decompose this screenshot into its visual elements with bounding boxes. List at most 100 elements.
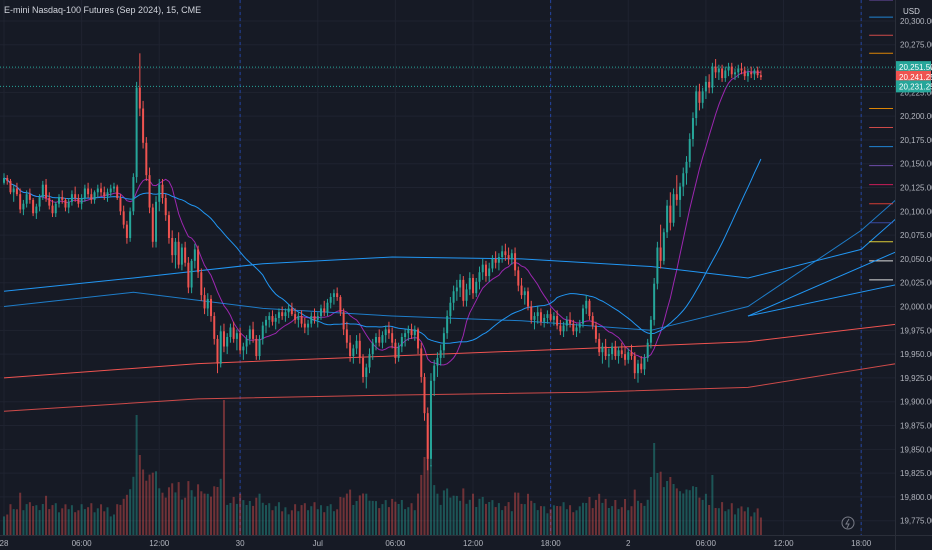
candle-body [649,319,652,343]
candle-body [329,297,332,303]
candle-body [523,291,526,296]
volume-bar [591,508,594,535]
volume-bar [552,505,555,535]
volume-bar [112,514,115,535]
volume-bar [691,486,694,535]
volume-bar [675,488,678,535]
candle-body [581,308,584,324]
volume-bar [41,504,44,535]
candle-body [167,215,170,238]
volume-bar [481,496,484,535]
volume-bar [484,503,487,535]
volume-bar [138,455,141,535]
volume-bar [727,509,730,535]
badge-upper-bg [896,61,931,74]
candle-body [274,317,277,322]
volume-bar [345,493,348,535]
currency-label[interactable]: USD [903,7,920,16]
volume-bar [530,500,533,535]
candle-body [562,325,565,332]
volume-bar [374,501,377,535]
candle-body [213,316,216,339]
volume-bar [708,505,711,535]
candle-body [83,188,86,199]
volume-bar [125,494,128,535]
volume-bar [491,500,494,535]
candle-body [352,348,355,357]
candle-body [413,329,416,336]
volume-bar [624,499,627,535]
volume-bar [70,505,73,535]
volume-bar [51,505,54,535]
candle-body [365,367,368,377]
volume-bar [704,493,707,535]
volume-bar [61,508,64,535]
candle-body [746,72,749,77]
volume-bar [666,481,669,535]
candle-body [646,342,649,358]
volume-bar [106,507,109,535]
candle-body [446,316,449,334]
candle-body [394,342,397,358]
candle-body [57,197,60,204]
candle-body [248,329,251,339]
candle-body [268,316,271,320]
candle-body [669,205,672,223]
volume-bar [271,510,274,535]
candle-body [611,346,614,355]
volume-bar [688,490,691,535]
volume-bar [656,473,659,535]
candle-body [310,316,313,324]
candle-body [497,257,500,263]
candle-body [106,192,109,197]
volume-bar [543,506,546,535]
volume-bar [578,506,581,535]
volume-bar [539,506,542,535]
time-axis[interactable]: 28 06:00 12:00 30 Jul 06:00 12:00 18:00 2 06:00 12… [0,535,932,549]
candle-body [284,312,287,317]
candle-body [743,70,746,77]
volume-bar [96,508,99,535]
volume-bar [148,474,151,535]
volume-bar [155,471,158,535]
candle-body [530,306,533,320]
volume-bar [132,476,135,535]
volume-bar [413,510,416,535]
candle-body [362,357,365,377]
candle-body [371,342,374,355]
candle-body [345,329,348,343]
candle-body [636,363,639,374]
volume-bar [2,516,6,535]
volume-bar [135,415,138,535]
volume-bar [695,487,698,535]
candle-body [226,336,229,347]
volume-bar [685,489,688,535]
candle-body [591,316,594,326]
volume-bar [649,477,652,535]
candle-body [164,198,167,216]
volume-bar [64,504,67,535]
price-tick-label: 19,825.00 [900,469,932,478]
volume-bar [504,506,507,535]
volume-bar [316,509,319,535]
candle-body [404,333,407,337]
volume-bar [200,491,203,535]
candle-body [41,184,44,198]
volume-bar [653,443,656,535]
candle-body [15,188,18,195]
volume-bar [54,503,57,535]
replay-icon[interactable] [841,516,855,530]
volume-bar [429,465,432,535]
volume-bar [672,484,675,535]
volume-bar [145,480,148,535]
candle-body [527,291,530,307]
volume-bar [164,497,167,535]
candle-body [112,186,115,189]
volume-bar [750,516,753,535]
volume-bar [433,485,436,535]
candle-body [54,203,57,214]
volume-bar [549,509,552,535]
volume-bar [307,510,310,535]
